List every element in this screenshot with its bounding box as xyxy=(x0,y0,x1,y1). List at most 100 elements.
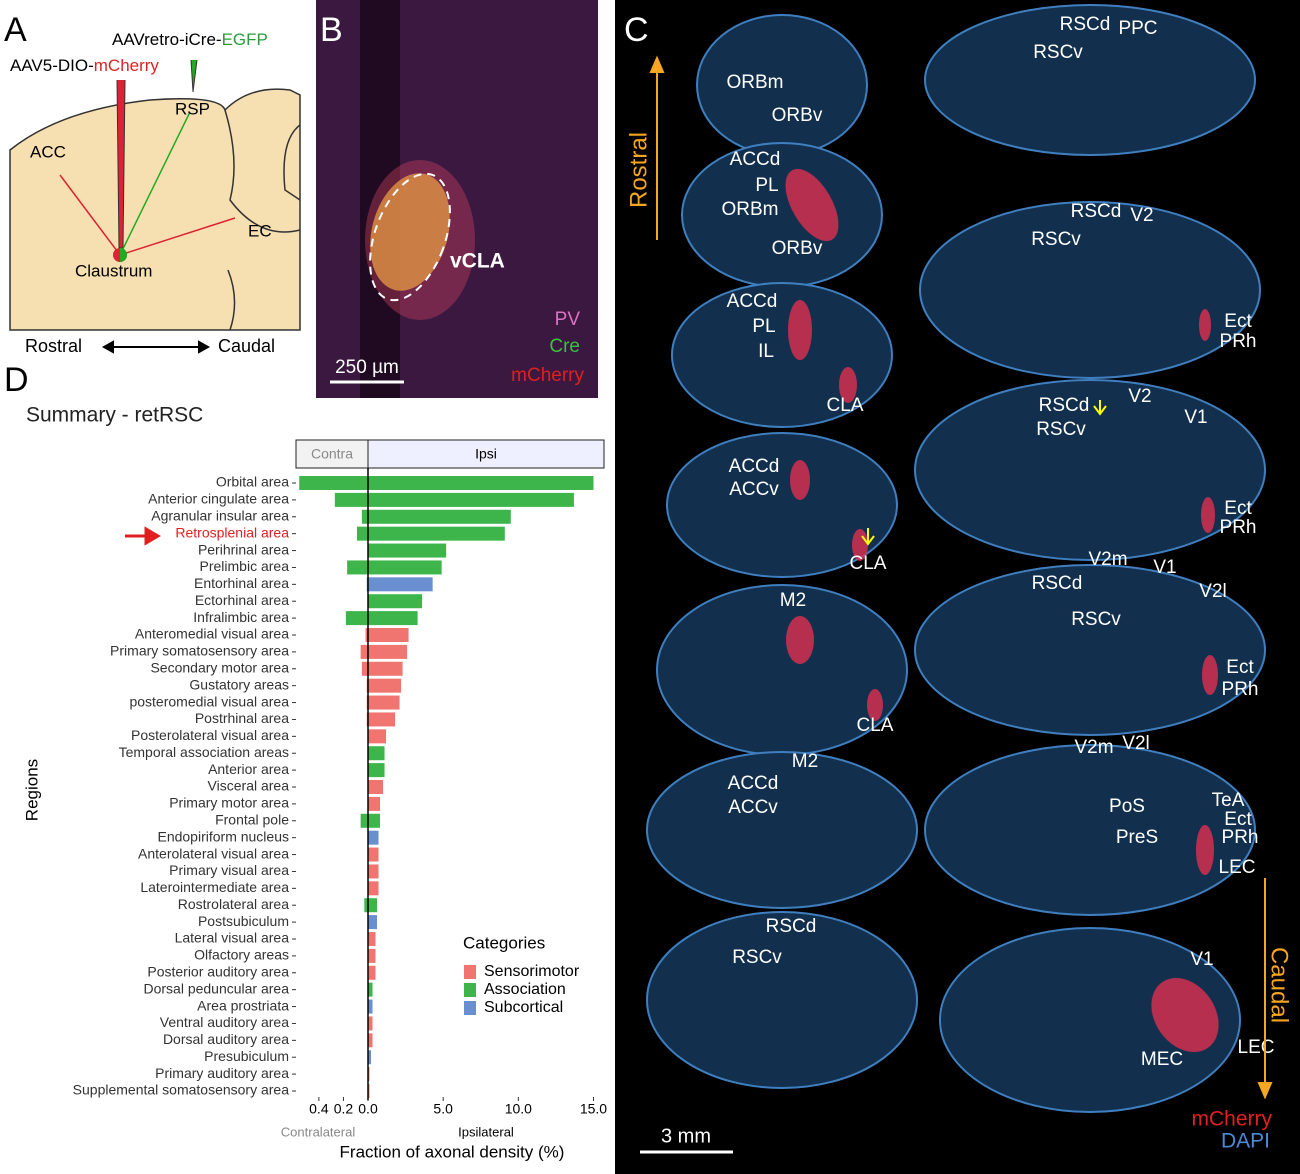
panel-letter: B xyxy=(320,11,343,49)
region-outline xyxy=(369,172,451,302)
bar xyxy=(368,543,447,558)
labeled-cells xyxy=(370,173,450,291)
x-tick-label: 0.0 xyxy=(358,1101,378,1117)
x-tick-label: 10.0 xyxy=(505,1101,532,1117)
slice-label: ACCd xyxy=(727,291,778,312)
slice-label: V2l xyxy=(1122,733,1149,754)
bar xyxy=(368,915,378,930)
slice xyxy=(939,927,1241,1113)
y-tick-label: Anteromedial visual area xyxy=(135,626,289,642)
legend-label: Sensorimotor xyxy=(484,963,580,980)
bar xyxy=(368,611,418,626)
bar xyxy=(368,1033,373,1048)
facet-label: Contra xyxy=(311,446,353,462)
y-tick-label: Perihrinal area xyxy=(198,541,289,557)
signal xyxy=(867,689,883,721)
slice-label: LEC xyxy=(1219,857,1256,878)
channel-label: Cre xyxy=(549,336,580,357)
channel-label: mCherry xyxy=(511,365,584,386)
y-tick-label: Laterointermediate area xyxy=(140,879,289,895)
slice-label: CLA xyxy=(857,715,894,736)
slice-label: PRh xyxy=(1222,679,1259,700)
slice-label: RSCd xyxy=(1032,573,1083,594)
signal xyxy=(1201,497,1215,533)
panel-a: A AAVretro-iCre-EGFP AAV5-DIO-mCherry RS… xyxy=(4,11,301,356)
axis-label: Caudal xyxy=(218,336,275,356)
facet-header xyxy=(367,439,605,469)
y-tick-label: Anterolateral visual area xyxy=(138,845,289,861)
direction-label: Rostral xyxy=(625,132,652,208)
slice-label: LEC xyxy=(1238,1037,1275,1058)
slice-label: RSCv xyxy=(1031,229,1081,250)
y-tick-label: Ventral auditory area xyxy=(160,1014,289,1030)
bar xyxy=(368,594,423,609)
pipette xyxy=(190,59,198,93)
y-tick-label: Presubiculum xyxy=(204,1048,289,1064)
legend-swatch xyxy=(464,1001,476,1015)
slice-label: M2 xyxy=(780,590,806,611)
panel-c: C ORBmORBvACCdPLORBmORBvACCdPLILCLAACCdA… xyxy=(615,0,1300,1174)
slice-label: RSCd xyxy=(1039,395,1090,416)
y-tick-label: Infralimbic area xyxy=(193,609,289,625)
y-tick-label: Primary motor area xyxy=(169,795,289,811)
signal xyxy=(839,367,857,403)
bar xyxy=(368,982,373,997)
bar xyxy=(356,526,368,541)
y-tick-label: Agranular insular area xyxy=(151,507,289,523)
bar xyxy=(368,661,403,676)
bar xyxy=(368,628,409,642)
y-tick-label: Ectorhinal area xyxy=(195,592,289,608)
panel-letter: C xyxy=(624,11,649,49)
bar xyxy=(368,712,396,727)
y-tick-label: Retrosplenial area xyxy=(175,524,289,540)
bar xyxy=(368,729,387,744)
scale-bar-label: 3 mm xyxy=(661,1125,711,1147)
scale-bar-label: 250 µm xyxy=(335,357,399,378)
slice-label: RSCv xyxy=(732,947,782,968)
y-tick-label: posteromedial visual area xyxy=(129,693,289,709)
label-part: mCherry xyxy=(94,56,160,75)
slice-label: V2 xyxy=(1128,386,1151,407)
bar xyxy=(368,526,505,541)
slice xyxy=(646,911,918,1089)
brain-contour xyxy=(224,109,301,331)
bar xyxy=(368,948,376,963)
slice-label: M2 xyxy=(792,751,818,772)
slice-label: PRh xyxy=(1222,827,1259,848)
slice xyxy=(919,201,1261,379)
slice-label: Ect xyxy=(1224,311,1252,332)
direction-arrow xyxy=(1257,878,1273,1100)
claustrum-dot xyxy=(120,248,127,262)
slice-label: V1 xyxy=(1190,949,1213,970)
region-label: RSP xyxy=(175,99,210,118)
slice xyxy=(666,432,898,578)
projection xyxy=(119,217,236,256)
signal xyxy=(788,300,812,360)
slice-label: PoS xyxy=(1109,796,1145,817)
y-tick-label: Postrhinal area xyxy=(195,710,289,726)
bar xyxy=(368,763,385,778)
x-axis-title: Fraction of axonal density (%) xyxy=(340,1142,565,1161)
bar xyxy=(360,813,368,828)
pipette xyxy=(116,79,126,249)
slice-label: ACCd xyxy=(729,456,780,477)
slice-label: V2m xyxy=(1088,549,1127,570)
bar xyxy=(368,644,408,659)
legend-swatch xyxy=(464,965,476,979)
signal xyxy=(1151,977,1219,1053)
slice-label: CLA xyxy=(827,395,864,416)
y-tick-label: Anterior cingulate area xyxy=(148,491,289,507)
bar xyxy=(299,476,368,490)
bar xyxy=(368,796,381,811)
y-tick-label: Area prostriata xyxy=(197,997,289,1013)
slice-label: PreS xyxy=(1116,827,1158,848)
region-label: Claustrum xyxy=(75,261,152,280)
axis-arrow xyxy=(101,340,211,354)
y-tick-label: Olfactory areas xyxy=(194,947,289,963)
y-tick-label: Gustatory areas xyxy=(189,676,289,692)
bar xyxy=(368,560,442,575)
y-tick-label: Entorhinal area xyxy=(194,575,289,591)
slice-label: ACCd xyxy=(730,149,781,170)
y-tick-label: Lateral visual area xyxy=(175,930,290,946)
bar xyxy=(368,1050,372,1065)
